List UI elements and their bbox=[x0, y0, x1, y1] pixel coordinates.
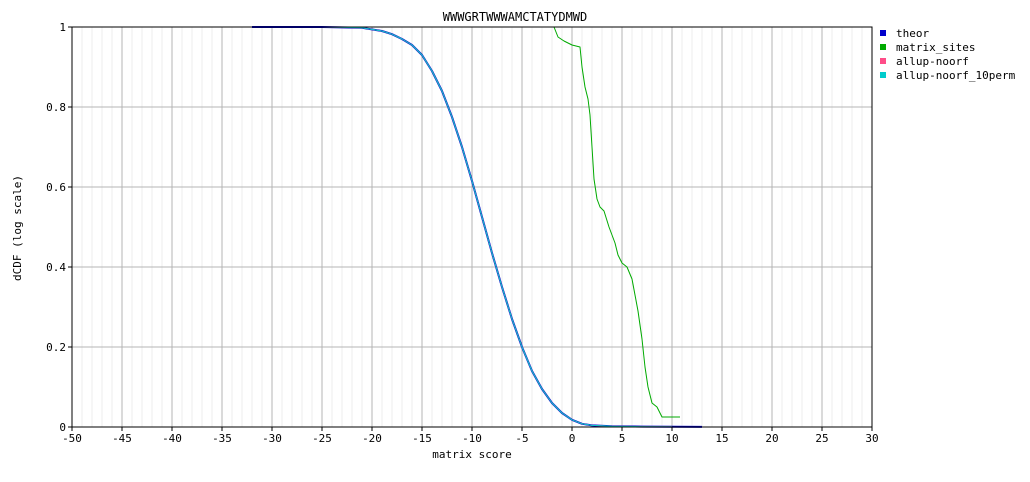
legend-label: matrix_sites bbox=[896, 41, 975, 54]
y-axis-label: dCDF (log scale) bbox=[11, 175, 24, 281]
x-tick-label: -50 bbox=[62, 432, 82, 445]
legend-marker bbox=[880, 72, 886, 78]
legend: theormatrix_sitesallup-noorfallup-noorf_… bbox=[880, 27, 1016, 82]
legend-marker bbox=[880, 30, 886, 36]
x-tick-label: 10 bbox=[665, 432, 678, 445]
x-tick-label: -45 bbox=[112, 432, 132, 445]
legend-label: allup-noorf bbox=[896, 55, 969, 68]
legend-label: theor bbox=[896, 27, 929, 40]
series-line-matrix_sites bbox=[252, 26, 680, 418]
x-tick-label: -25 bbox=[312, 432, 332, 445]
x-tick-label: -10 bbox=[462, 432, 482, 445]
y-tick-label: 0.2 bbox=[46, 341, 66, 354]
x-tick-label: 0 bbox=[569, 432, 576, 445]
y-tick-label: 1 bbox=[59, 21, 66, 34]
x-tick-label: -20 bbox=[362, 432, 382, 445]
x-tick-label: -5 bbox=[515, 432, 528, 445]
y-tick-label: 0.8 bbox=[46, 101, 66, 114]
chart-title: WWWGRTWWWAMCTATYDMWD bbox=[443, 10, 588, 24]
legend-marker bbox=[880, 58, 886, 64]
x-tick-label: -40 bbox=[162, 432, 182, 445]
x-tick-label: -30 bbox=[262, 432, 282, 445]
tick-layer: -50 -45 -40 -35 -30 -25 -20 -15 -10 -5 0 5 10 15 20 25 3… bbox=[46, 21, 879, 445]
x-tick-label: 20 bbox=[765, 432, 778, 445]
x-tick-label: -15 bbox=[412, 432, 432, 445]
y-tick-label: 0.4 bbox=[46, 261, 66, 274]
x-tick-label: 25 bbox=[815, 432, 828, 445]
series-line-allup-noorf_10perm bbox=[252, 26, 673, 428]
legend-label: allup-noorf_10perm bbox=[896, 69, 1016, 82]
x-tick-label: 15 bbox=[715, 432, 728, 445]
y-tick-label: 0.6 bbox=[46, 181, 66, 194]
x-axis-label: matrix score bbox=[432, 448, 511, 461]
x-tick-label: 5 bbox=[619, 432, 626, 445]
series-layer bbox=[252, 26, 703, 428]
legend-marker bbox=[880, 44, 886, 50]
grid-layer bbox=[72, 27, 872, 427]
x-tick-label: -35 bbox=[212, 432, 232, 445]
x-tick-label: 30 bbox=[865, 432, 878, 445]
y-tick-label: 0 bbox=[59, 421, 66, 434]
